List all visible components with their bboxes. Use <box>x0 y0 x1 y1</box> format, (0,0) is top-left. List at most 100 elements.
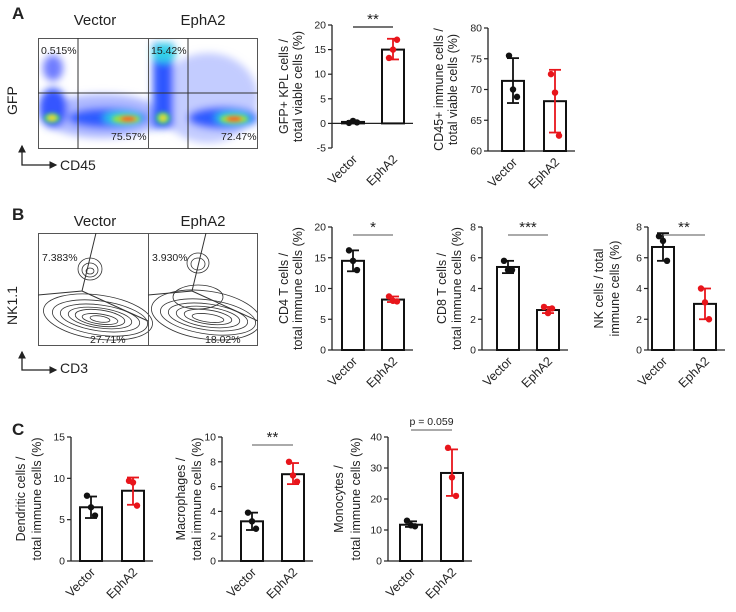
y-tick-label: 4 <box>470 283 476 295</box>
y-tick-label: 60 <box>470 146 482 158</box>
x-tick-label: EphA2 <box>364 152 400 188</box>
flow-density-plot-a <box>38 38 258 149</box>
y-tick-label: 8 <box>636 222 642 234</box>
flow-b-title-vector: Vector <box>73 213 117 230</box>
y-tick-label: 8 <box>210 456 216 468</box>
y-axis-label: total immune cells (%) <box>450 227 464 350</box>
x-tick-label: EphA2 <box>526 155 562 191</box>
flow-b-x-axis-label: CD3 <box>60 360 89 376</box>
y-tick-label: 30 <box>370 463 382 475</box>
data-point <box>393 36 401 43</box>
bar-vector <box>341 259 365 352</box>
y-axis-label: immune cells (%) <box>608 241 622 337</box>
y-tick-label: 65 <box>470 115 482 127</box>
data-point <box>705 316 713 323</box>
x-tick-label: EphA2 <box>104 565 140 601</box>
x-tick-label: Vector <box>63 565 98 600</box>
data-point <box>655 233 663 240</box>
bar-vector <box>399 523 423 562</box>
y-tick-label: 15 <box>314 252 326 264</box>
data-point <box>508 266 516 274</box>
density-vector <box>39 55 163 138</box>
data-point <box>345 247 353 254</box>
y-tick-label: 0 <box>320 345 326 357</box>
x-tick-label: Vector <box>325 152 360 187</box>
data-point <box>551 89 559 96</box>
y-axis-label: GFP+ KPL cells / <box>277 38 291 134</box>
y-axis-label: CD4 T cells / <box>277 252 291 324</box>
data-point <box>548 305 556 312</box>
data-point <box>385 54 393 62</box>
y-tick-label: 70 <box>470 84 482 96</box>
y-tick-label: 10 <box>53 473 65 485</box>
y-tick-label: 80 <box>470 23 482 35</box>
y-axis-label: total viable cells (%) <box>446 34 460 145</box>
y-tick-label: 10 <box>314 283 326 295</box>
x-tick-label: Vector <box>224 565 259 600</box>
y-tick-label: 10 <box>314 69 326 81</box>
data-point <box>289 472 297 479</box>
x-tick-label: Vector <box>383 565 418 600</box>
bar-vector <box>496 265 520 352</box>
y-tick-label: 40 <box>370 432 382 444</box>
t-cell-gate <box>191 290 258 322</box>
x-tick-label: EphA2 <box>519 354 555 390</box>
gate-label: 3.930% <box>152 252 188 264</box>
y-tick-label: 4 <box>210 506 216 518</box>
y-tick-label: 6 <box>210 481 216 493</box>
y-tick-label: 2 <box>636 314 642 326</box>
significance-label: *** <box>519 219 537 236</box>
bar-vector <box>651 245 675 351</box>
significance-label: * <box>370 219 376 236</box>
significance-label: ** <box>267 429 279 446</box>
data-point <box>555 132 563 139</box>
y-tick-label: 2 <box>210 531 216 543</box>
significance-label: ** <box>678 219 690 236</box>
data-point <box>353 266 361 274</box>
y-tick-label: -5 <box>317 143 326 155</box>
gate-label: 15.42% <box>151 45 187 57</box>
data-point <box>353 119 361 126</box>
x-tick-label: Vector <box>480 354 515 389</box>
y-tick-label: 6 <box>470 252 476 264</box>
data-point <box>83 492 91 499</box>
data-point <box>385 293 393 300</box>
panel-letter-b: B <box>12 205 25 224</box>
x-tick-label: Vector <box>485 155 520 190</box>
gate-label: 18.02% <box>205 334 241 346</box>
data-point <box>91 512 99 519</box>
y-axis-label: total immune cells (%) <box>190 438 204 561</box>
data-point <box>505 52 513 59</box>
y-axis-label: NK cells / total <box>592 249 606 329</box>
x-tick-label: Vector <box>325 354 360 389</box>
x-tick-label: Vector <box>635 354 670 389</box>
bar-epha2 <box>381 48 405 125</box>
data-point <box>513 93 521 101</box>
y-axis-label: total immune cells (%) <box>291 227 305 350</box>
data-point <box>349 257 357 265</box>
data-point <box>252 525 260 532</box>
y-tick-label: 5 <box>59 514 65 526</box>
x-tick-label: EphA2 <box>676 354 712 390</box>
density-epha2 <box>152 43 258 143</box>
flow-a-title-epha2: EphA2 <box>180 12 226 29</box>
data-point <box>448 474 456 481</box>
flow-b-title-epha2: EphA2 <box>180 213 226 230</box>
y-axis-label: Macrophages / <box>174 457 188 540</box>
data-point <box>701 299 709 306</box>
data-point <box>411 523 419 530</box>
gate-label: 27.71% <box>90 334 126 346</box>
data-point <box>663 257 671 265</box>
y-tick-label: 0 <box>636 345 642 357</box>
bar-epha2 <box>381 298 405 352</box>
data-point <box>500 257 508 265</box>
y-tick-label: 5 <box>320 93 326 105</box>
y-tick-label: 0 <box>210 556 216 568</box>
y-tick-label: 4 <box>636 283 642 295</box>
y-tick-label: 15 <box>53 432 65 444</box>
gate-label: 7.383% <box>42 252 78 264</box>
data-point <box>285 458 293 465</box>
y-tick-label: 20 <box>370 494 382 506</box>
data-point <box>509 86 517 93</box>
